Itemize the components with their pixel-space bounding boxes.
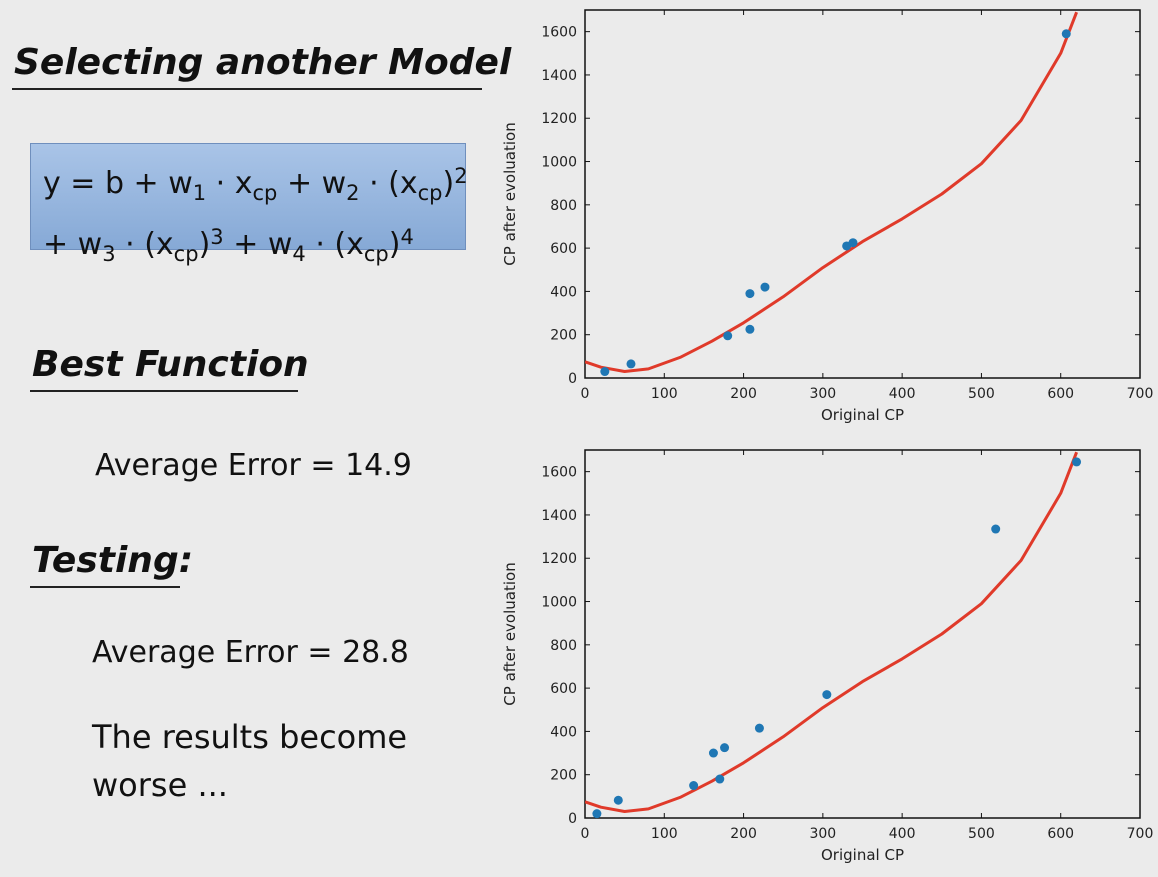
- x-tick-label: 300: [809, 386, 836, 402]
- formula-text: · (x: [115, 227, 174, 262]
- formula-sub: cp: [417, 181, 443, 205]
- test-average-error: Average Error = 28.8: [92, 635, 409, 670]
- x-tick-label: 200: [730, 386, 757, 402]
- formula-line-2: + w3 · (xcp)3 + w4 · (xcp)4: [43, 215, 465, 276]
- y-tick-label: 1000: [541, 595, 577, 611]
- x-tick-label: 100: [651, 826, 678, 842]
- x-tick-label: 0: [581, 826, 590, 842]
- y-tick-label: 1000: [541, 155, 577, 171]
- data-point: [848, 238, 858, 248]
- testing-chart: 0 100 200 300 400 500 600 700 0 200 400 600 800 1000 1…: [501, 449, 1154, 864]
- formula-sub: 2: [346, 181, 360, 205]
- formula-sub: 3: [102, 242, 116, 266]
- x-tick-label: 400: [889, 826, 916, 842]
- y-tick-label: 0: [568, 811, 577, 827]
- y-tick-label: 600: [550, 241, 577, 257]
- formula-sup: 4: [400, 225, 414, 249]
- x-tick-label: 300: [809, 826, 836, 842]
- slide-title: Selecting another Model: [14, 42, 512, 83]
- data-point: [822, 690, 832, 700]
- data-point: [592, 809, 602, 819]
- result-note-line-1: The results become: [92, 718, 408, 756]
- formula-sub: cp: [173, 242, 199, 266]
- data-point: [715, 774, 725, 784]
- y-tick-label: 1200: [541, 111, 577, 127]
- result-note: The results become worse ...: [92, 713, 407, 809]
- formula-box: y = b + w1 · xcp + w2 · (xcp)2 + w3 · (x…: [30, 143, 468, 266]
- y-tick-label: 800: [550, 638, 577, 654]
- formula-sub: cp: [252, 181, 278, 205]
- formula-text: + w: [277, 166, 347, 201]
- x-tick-label: 200: [730, 826, 757, 842]
- testing-heading: Testing:: [32, 540, 194, 581]
- fit-curve: [585, 451, 1078, 813]
- y-tick-label: 1600: [541, 465, 577, 481]
- formula-text: ): [442, 166, 455, 201]
- training-chart: 0 100 200 300 400 500 600 700 0 200 400 600 800 1000 1…: [501, 9, 1154, 424]
- y-tick-label: 400: [550, 284, 577, 300]
- x-tick-label: 700: [1127, 826, 1154, 842]
- formula-text: + w: [43, 227, 103, 262]
- data-point: [991, 524, 1001, 534]
- data-point: [613, 795, 623, 805]
- fit-curve: [585, 11, 1078, 373]
- x-tick-label: 700: [1127, 386, 1154, 402]
- data-point: [760, 282, 770, 292]
- plot-frame: [584, 9, 1141, 379]
- formula-sup: 3: [210, 225, 224, 249]
- y-tick-label: 1400: [541, 508, 577, 524]
- data-point: [745, 289, 755, 299]
- data-point: [720, 743, 730, 753]
- formula-text: · (x: [359, 166, 418, 201]
- data-point: [626, 359, 636, 369]
- train-average-error: Average Error = 14.9: [95, 448, 412, 483]
- y-tick-label: 1200: [541, 551, 577, 567]
- x-tick-label: 100: [651, 386, 678, 402]
- best-function-underline: [30, 390, 298, 392]
- data-point: [745, 324, 755, 334]
- formula-sub: 4: [292, 242, 306, 266]
- y-tick-label: 0: [568, 371, 577, 387]
- title-underline: [12, 88, 482, 90]
- x-tick-label: 600: [1047, 826, 1074, 842]
- formula-text: y = b + w: [43, 166, 193, 201]
- formula-text: + w: [223, 227, 293, 262]
- formula-text: ): [388, 227, 401, 262]
- formula-sup: 2: [454, 164, 468, 188]
- data-point: [754, 723, 764, 733]
- data-point: [723, 331, 733, 341]
- y-axis-label: CP after evoluation: [501, 562, 519, 705]
- formula-text: · x: [206, 166, 253, 201]
- plot-frame: [584, 449, 1141, 819]
- x-tick-label: 400: [889, 386, 916, 402]
- formula-sub: cp: [363, 242, 389, 266]
- formula-sub: 1: [192, 181, 207, 205]
- x-tick-label: 0: [581, 386, 590, 402]
- y-tick-label: 200: [550, 768, 577, 784]
- data-point: [600, 367, 610, 377]
- y-axis-label: CP after evoluation: [501, 122, 519, 265]
- y-tick-label: 800: [550, 198, 577, 214]
- x-axis-label: Original CP: [821, 406, 904, 424]
- best-function-heading: Best Function: [32, 344, 309, 385]
- formula-text: ): [198, 227, 211, 262]
- y-tick-label: 1400: [541, 68, 577, 84]
- x-tick-label: 600: [1047, 386, 1074, 402]
- y-tick-label: 400: [550, 724, 577, 740]
- testing-underline: [30, 586, 180, 588]
- data-point: [708, 748, 718, 758]
- x-axis-label: Original CP: [821, 846, 904, 864]
- x-tick-label: 500: [968, 386, 995, 402]
- y-tick-label: 600: [550, 681, 577, 697]
- y-tick-label: 200: [550, 328, 577, 344]
- formula-text: · (x: [305, 227, 364, 262]
- result-note-line-2: worse ...: [92, 766, 228, 804]
- y-tick-label: 1600: [541, 25, 577, 41]
- formula-line-1: y = b + w1 · xcp + w2 · (xcp)2: [43, 154, 468, 215]
- x-tick-label: 500: [968, 826, 995, 842]
- data-point: [1072, 457, 1082, 467]
- data-point: [1061, 29, 1071, 39]
- data-point: [689, 781, 699, 791]
